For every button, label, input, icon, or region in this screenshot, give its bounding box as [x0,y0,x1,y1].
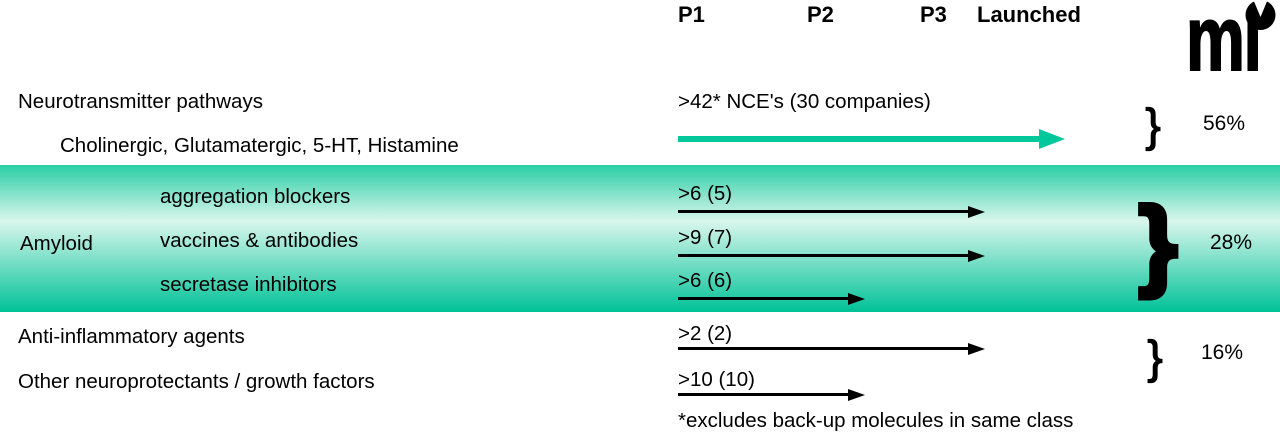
neurotransmitter-title: Neurotransmitter pathways [18,90,263,113]
phase-label-p1: P1 [678,2,705,27]
arrow-line [678,210,972,213]
amyloid-row-label: vaccines & antibodies [160,229,359,252]
other-row-count: >10 (10) [678,368,755,391]
amyloid-gradient-band [0,165,1280,312]
phase-label-p2: P2 [807,2,834,27]
clock-icon [1245,0,1276,30]
brace-neurotransmitter: } [1145,98,1162,151]
arrow-head-icon [968,249,985,262]
phase-label-launched: Launched [977,2,1081,27]
phase-label-p3: P3 [920,2,947,27]
share-other: 16% [1201,341,1244,364]
logo-letter-m: m [1185,0,1245,90]
brace-other: } [1147,330,1164,383]
amyloid-label: Amyloid [20,232,93,255]
arrow-line [678,347,972,350]
arrow-line [678,136,1041,142]
other-row-count: >2 (2) [678,322,733,345]
neurotransmitter-subtitle: Cholinergic, Glutamatergic, 5-HT, Histam… [60,134,459,157]
arrow-line [678,393,852,396]
neurotransmitter-count: >42* NCE's (30 companies) [678,90,931,113]
amyloid-row-count: >9 (7) [678,226,733,249]
share-neurotransmitter: 56% [1203,112,1246,135]
amyloid-row-label: secretase inhibitors [160,273,337,296]
arrow-line [678,254,972,257]
arrow-head-icon [1039,129,1065,149]
arrow-head-icon [968,205,985,218]
arrow-head-icon [848,388,865,401]
arrow-line [678,297,852,300]
amyloid-row-label: aggregation blockers [160,185,351,208]
other-row-label: Other neuroprotectants / growth factors [18,370,375,393]
arrow-head-icon [968,342,985,355]
share-amyloid: 28% [1210,231,1253,254]
arrow-head-icon [848,292,865,305]
brace-amyloid: } [1136,184,1180,301]
other-row-label: Anti-inflammatory agents [18,325,245,348]
amyloid-row-count: >6 (5) [678,182,733,205]
footnote: *excludes back-up molecules in same clas… [678,409,1074,432]
amyloid-row-count: >6 (6) [678,269,733,292]
